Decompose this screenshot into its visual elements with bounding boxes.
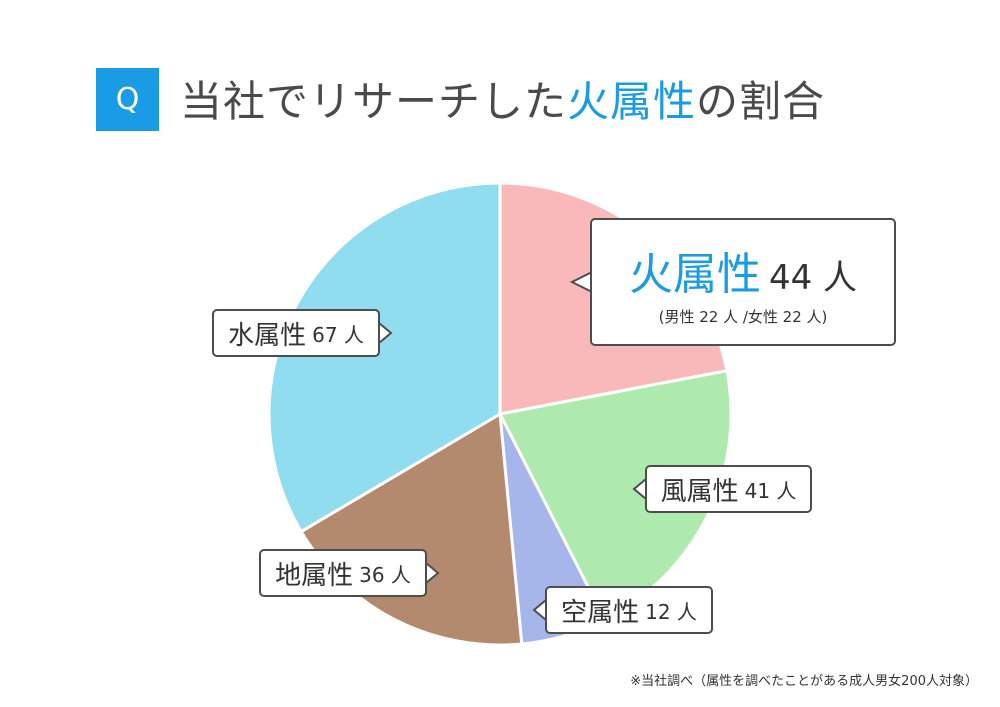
callout-fire: 火属性 44 人 (男性 22 人 /女性 22 人) (590, 218, 896, 346)
page-title: 当社でリサーチした火属性の割合 (180, 70, 825, 133)
callout-water: 水属性 67 人 (212, 309, 380, 357)
callout-wind-count: 41 人 (744, 478, 797, 503)
callout-fire-count: 44 人 (768, 257, 858, 298)
title-prefix: 当社でリサーチした (180, 77, 568, 126)
callout-wind-pointer (632, 478, 647, 500)
callout-sky-count: 12 人 (645, 599, 697, 624)
callout-water-name: 水属性 (228, 320, 307, 351)
callout-sky: 空属性 12 人 (545, 586, 713, 634)
callout-fire-name: 火属性 (628, 248, 761, 300)
callout-wind: 風属性 41 人 (645, 465, 812, 513)
callout-earth-pointer (425, 562, 440, 584)
callout-earth: 地属性 36 人 (259, 549, 427, 597)
callout-sky-name: 空属性 (561, 597, 640, 628)
callout-fire-detail: (男性 22 人 /女性 22 人) (658, 307, 828, 326)
callout-wind-name: 風属性 (660, 476, 739, 507)
footnote: ※当社調べ（属性を調べたことがある成人男女200人対象） (630, 674, 978, 689)
callout-fire-pointer (569, 271, 593, 293)
q-badge: Q (96, 68, 159, 131)
callout-water-pointer (378, 322, 393, 344)
callout-water-count: 67 人 (312, 322, 364, 347)
title-suffix: の割合 (696, 77, 826, 126)
callout-earth-count: 36 人 (359, 562, 411, 587)
callout-sky-pointer (532, 599, 547, 621)
callout-earth-name: 地属性 (275, 560, 354, 591)
pie-slice-4 (267, 181, 502, 534)
title-highlight: 火属性 (567, 77, 697, 126)
